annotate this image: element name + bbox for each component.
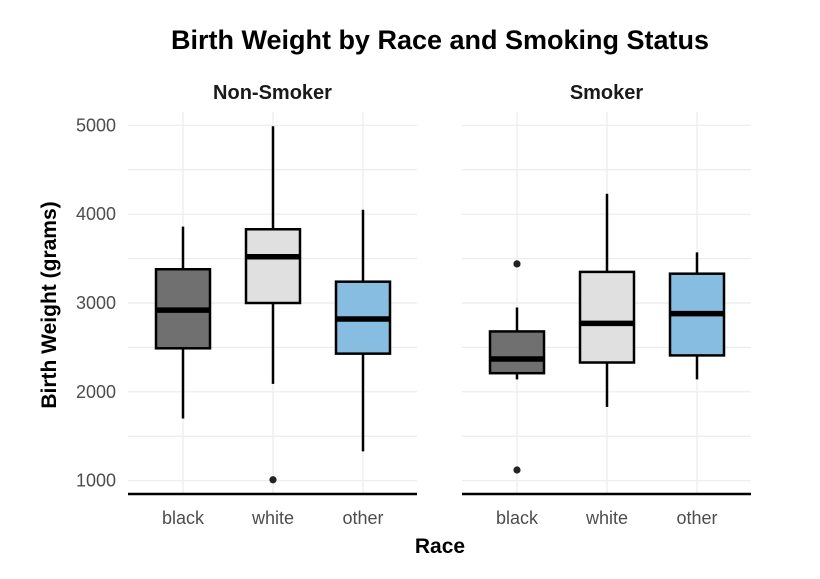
box-white — [244, 228, 302, 305]
x-tick-label: other — [342, 508, 383, 528]
chart-title: Birth Weight by Race and Smoking Status — [171, 25, 709, 55]
panel-label: Non-Smoker — [213, 82, 332, 104]
x-tick-label: black — [162, 508, 205, 528]
y-tick-label: 3000 — [76, 293, 116, 313]
outlier-point — [513, 260, 521, 268]
outlier-point — [513, 466, 521, 474]
y-axis-title: Birth Weight (grams) — [38, 201, 61, 408]
panel-label: Smoker — [570, 82, 644, 104]
y-tick-label: 4000 — [76, 204, 116, 224]
y-tick-label: 1000 — [76, 471, 116, 491]
x-tick-label: white — [585, 508, 628, 528]
x-tick-label: white — [251, 508, 294, 528]
x-axis-title: Race — [415, 535, 465, 558]
box-white — [578, 270, 636, 364]
plot-layer: 1000 2000 3000 4000 5000 Non-Smoker black white… — [76, 82, 751, 528]
x-tick-label: other — [676, 508, 717, 528]
outlier-point — [269, 476, 277, 484]
y-tick-label: 2000 — [76, 382, 116, 402]
y-tick-label: 5000 — [76, 115, 116, 135]
x-tick-label: black — [496, 508, 539, 528]
box-black — [488, 330, 546, 375]
